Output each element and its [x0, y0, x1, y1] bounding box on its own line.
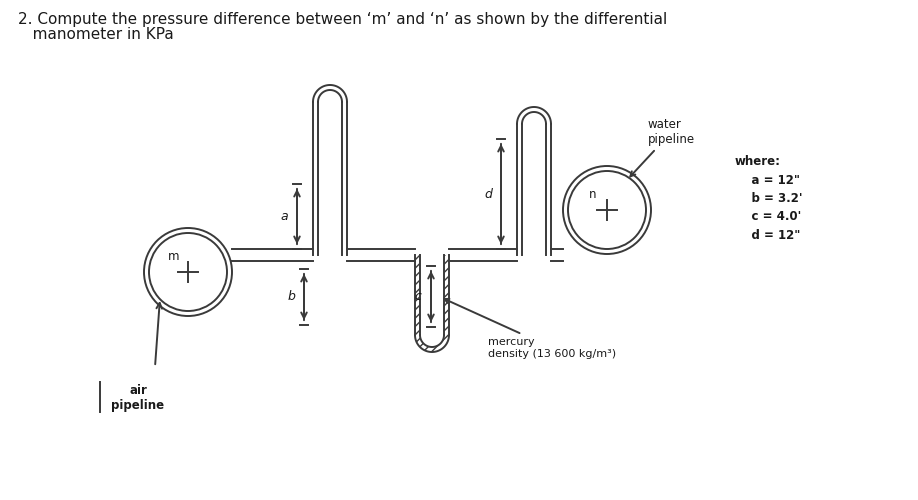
Circle shape	[144, 228, 232, 316]
Text: m: m	[168, 250, 180, 263]
Bar	[415, 255, 420, 335]
Text: water
pipeline: water pipeline	[631, 118, 695, 176]
Text: n: n	[589, 188, 597, 201]
Text: 2. Compute the pressure difference between ‘m’ and ‘n’ as shown by the different: 2. Compute the pressure difference betwe…	[18, 12, 667, 27]
Text: air
pipeline: air pipeline	[111, 384, 164, 412]
Text: c: c	[415, 290, 421, 303]
Circle shape	[563, 166, 651, 254]
Text: d: d	[484, 188, 492, 200]
Text: b: b	[287, 290, 295, 304]
Wedge shape	[415, 335, 449, 352]
Circle shape	[568, 171, 646, 249]
Text: manometer in KPa: manometer in KPa	[18, 27, 174, 42]
Bar	[444, 255, 449, 335]
Text: mercury
density (13 600 kg/m³): mercury density (13 600 kg/m³)	[444, 299, 616, 358]
Circle shape	[149, 233, 227, 311]
Text: a: a	[280, 210, 288, 223]
Text: where:
    a = 12"
    b = 3.2'
    c = 4.0'
    d = 12": where: a = 12" b = 3.2' c = 4.0' d = 12"	[735, 155, 802, 242]
